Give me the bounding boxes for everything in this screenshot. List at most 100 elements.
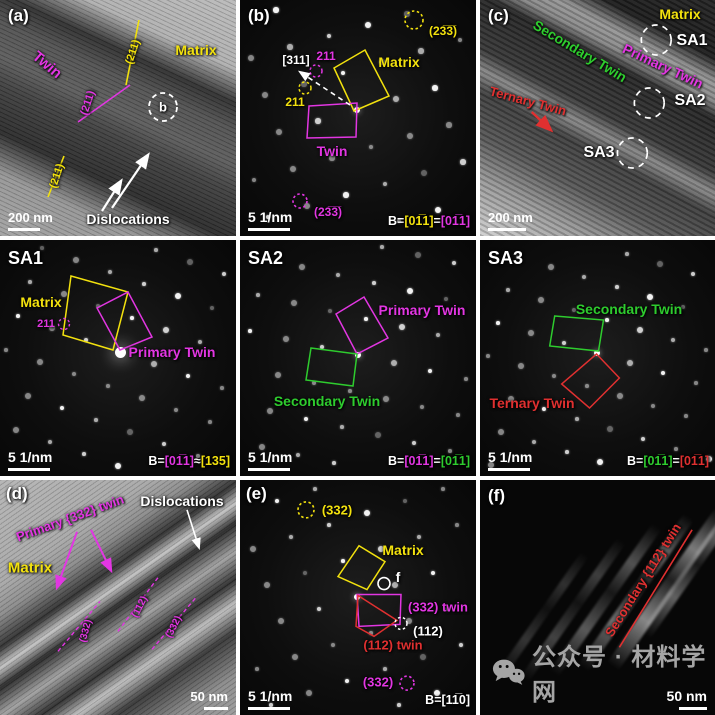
diffraction-spot bbox=[16, 314, 20, 318]
primary-twin-unit-cell bbox=[95, 290, 154, 351]
scale-bar-200nm: 200 nm bbox=[488, 210, 533, 231]
beam-eq: = bbox=[672, 454, 680, 468]
scale-bar-line bbox=[8, 468, 50, 471]
spot-211-label: 211 bbox=[37, 318, 55, 330]
diffraction-spot bbox=[458, 642, 464, 648]
diffraction-spot bbox=[597, 459, 603, 465]
diffraction-spot bbox=[269, 703, 273, 707]
diffraction-spot bbox=[690, 271, 696, 277]
diffraction-spot bbox=[464, 377, 468, 381]
matrix-unit-cell bbox=[333, 48, 391, 112]
twin-plane-line-mid bbox=[77, 84, 131, 123]
diffraction-spot bbox=[488, 462, 494, 468]
dislocation-arrow-short bbox=[101, 178, 123, 212]
matrix-label: Matrix bbox=[378, 54, 420, 70]
beam-direction: B=[01̅1]=[01̅1] bbox=[627, 454, 709, 468]
matrix-label: Matrix bbox=[175, 42, 217, 58]
refl-332-top-label: (332) bbox=[321, 502, 353, 518]
diffraction-spot bbox=[581, 274, 587, 280]
central-beam-spot bbox=[114, 346, 126, 358]
wechat-icon bbox=[492, 659, 525, 685]
diffraction-spot bbox=[446, 122, 452, 128]
diffraction-spot bbox=[406, 618, 412, 624]
diffraction-spot bbox=[256, 293, 260, 297]
diffraction-spot bbox=[615, 285, 619, 289]
beam-left: [01̅1] bbox=[404, 454, 434, 468]
diffraction-spot bbox=[175, 293, 181, 299]
diffraction-spot bbox=[327, 523, 331, 527]
diffraction-spot bbox=[694, 381, 698, 385]
diffraction-spot bbox=[364, 21, 372, 29]
scale-bar-5nm: 5 1/nm bbox=[8, 449, 52, 471]
panel-letter-a: (a) bbox=[8, 6, 29, 25]
diffraction-spot bbox=[259, 444, 265, 450]
matrix-label: Matrix bbox=[7, 559, 53, 577]
diffraction-spot bbox=[261, 91, 269, 99]
diffraction-spot bbox=[130, 316, 134, 320]
diffraction-spots bbox=[480, 240, 715, 476]
scale-bar-5nm: 5 1/nm bbox=[248, 449, 292, 471]
scale-bar-line bbox=[248, 707, 290, 710]
diffraction-spot bbox=[47, 439, 53, 445]
diffraction-spot bbox=[344, 678, 350, 684]
diffraction-spot bbox=[657, 261, 663, 267]
diffraction-spot bbox=[187, 259, 193, 265]
beam-direction: B=[01̅1]=[01̅1] bbox=[388, 214, 470, 228]
beam-right: [01̅1] bbox=[440, 214, 470, 228]
diffraction-spot bbox=[154, 248, 158, 252]
panel-a-annotations bbox=[47, 19, 178, 212]
panel-sa3-diffraction: SA3 Secondary Twin Ternary Twin 5 1/nm B… bbox=[480, 240, 715, 476]
panel-letter-e: (e) bbox=[246, 484, 267, 503]
diffraction-spot bbox=[266, 215, 270, 219]
diffraction-spot bbox=[28, 280, 32, 284]
diffraction-spot bbox=[264, 257, 268, 261]
diffraction-spot bbox=[299, 264, 305, 270]
diffraction-spot bbox=[161, 441, 167, 447]
region-b-dashed-circle bbox=[148, 92, 178, 122]
diffraction-spot bbox=[220, 386, 224, 390]
diffraction-spot bbox=[95, 303, 101, 309]
diffraction-spot bbox=[49, 325, 55, 331]
sa2-dashed-circle bbox=[633, 87, 666, 119]
sa3-dashed-circle bbox=[616, 137, 649, 169]
twin-112-unit-cell bbox=[355, 594, 399, 638]
scale-bar-line bbox=[488, 228, 526, 231]
diffraction-spot bbox=[392, 95, 400, 103]
diffraction-spot bbox=[369, 145, 373, 149]
diffraction-spot bbox=[406, 132, 414, 140]
scale-bar-5nm: 5 1/nm bbox=[248, 209, 292, 231]
scale-bar-line bbox=[488, 468, 530, 471]
beam-prefix: B= bbox=[626, 454, 644, 468]
sa1-label: SA1 bbox=[676, 32, 708, 49]
twin-unit-cell bbox=[306, 102, 358, 139]
diffraction-spot bbox=[302, 570, 308, 576]
diffraction-spot bbox=[561, 340, 567, 346]
diffraction-spot bbox=[82, 452, 86, 456]
scale-bar-line bbox=[679, 707, 707, 710]
diffraction-spot bbox=[508, 396, 514, 402]
scale-bar-200nm: 200 nm bbox=[8, 210, 53, 231]
diffraction-spot bbox=[303, 202, 311, 210]
diffraction-spot bbox=[313, 487, 317, 491]
diffraction-spot bbox=[585, 384, 589, 388]
refl-332-bottom-label: (332) bbox=[362, 674, 394, 690]
matrix-unit-cell bbox=[336, 544, 387, 591]
twin-332-unit-cell bbox=[356, 593, 402, 628]
diffraction-spot bbox=[460, 159, 466, 165]
diffraction-spot bbox=[383, 182, 387, 186]
secondary-twin-unit-cell bbox=[305, 347, 358, 387]
diffraction-spot bbox=[541, 406, 547, 412]
diffraction-spot bbox=[291, 300, 297, 306]
diffraction-spot bbox=[73, 257, 79, 263]
diffraction-spot bbox=[139, 395, 145, 401]
diffraction-spot bbox=[419, 404, 425, 410]
spot-f-label: f bbox=[395, 569, 401, 585]
panel-e-diffraction: (e) (332) Matrix f (332) twin (112) (112… bbox=[240, 480, 476, 715]
refl-233-top-label: (23̅3̅) bbox=[428, 24, 458, 38]
scale-text: 5 1/nm bbox=[248, 209, 293, 225]
diffraction-spot bbox=[531, 439, 537, 445]
panel-c-annotations bbox=[530, 24, 673, 169]
ternary-twin-arrow bbox=[530, 111, 554, 133]
diffraction-spot bbox=[163, 327, 169, 333]
diffraction-spot bbox=[107, 269, 113, 275]
